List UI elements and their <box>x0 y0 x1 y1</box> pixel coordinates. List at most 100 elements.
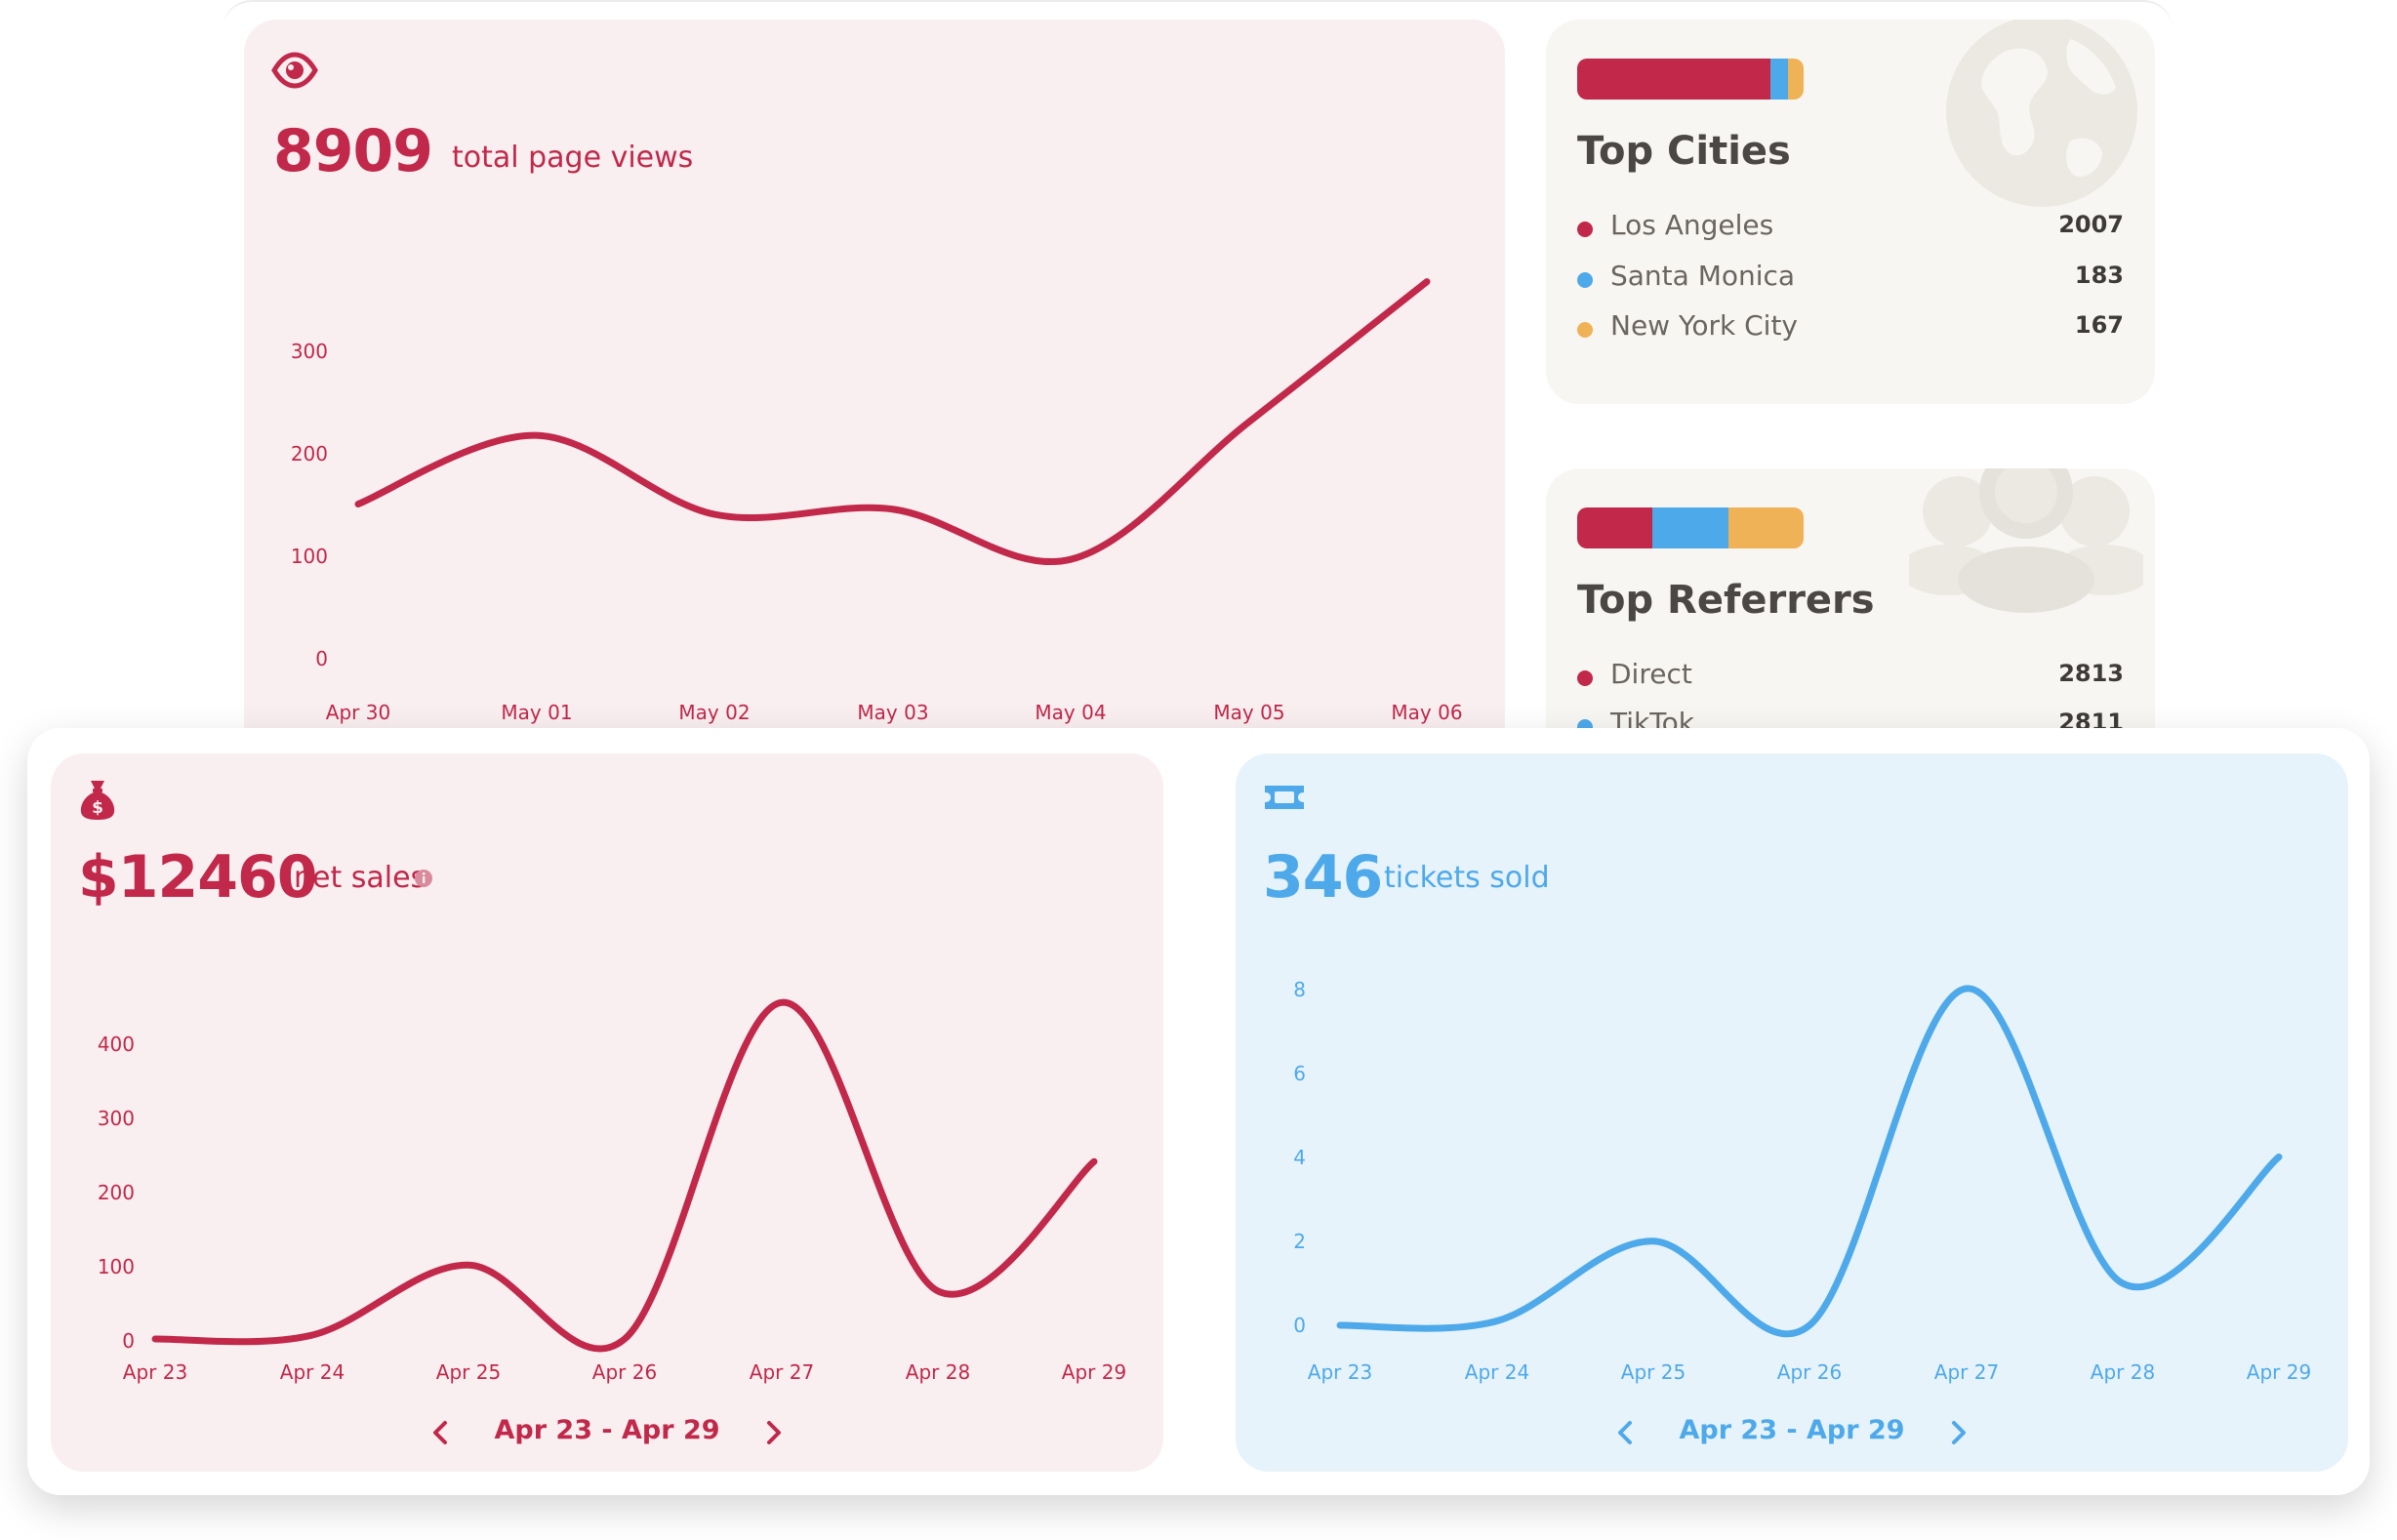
top-referrers-card: Top Referrers Direct 2813 TikTok 2811 <box>1546 468 2155 761</box>
x-tick: Apr 27 <box>749 1360 815 1384</box>
prev-week-button[interactable] <box>422 1413 461 1452</box>
data-point <box>778 999 784 1005</box>
y-tick: 300 <box>97 1107 135 1130</box>
next-week-button[interactable] <box>1938 1413 1977 1452</box>
data-point <box>152 1336 158 1342</box>
x-tick: Apr 26 <box>591 1360 658 1384</box>
net-sales-card: $ $12460 net sales 400 300 200 100 0 Apr… <box>51 753 1163 1472</box>
ticket-icon <box>1263 783 1306 816</box>
tickets-label: tickets sold <box>1384 861 1550 895</box>
list-item[interactable]: Los Angeles 2007 <box>1577 209 2124 248</box>
x-tick: Apr 23 <box>122 1360 188 1384</box>
net-sales-chart <box>151 998 1098 1353</box>
x-tick: May 01 <box>501 701 573 724</box>
share-segment <box>1787 59 1804 100</box>
x-tick: May 03 <box>857 701 929 724</box>
x-tick: Apr 26 <box>1776 1360 1843 1384</box>
data-point <box>2276 1155 2282 1160</box>
page-views-total: 8909 <box>273 117 433 185</box>
data-point <box>466 1262 471 1268</box>
x-tick: Apr 25 <box>435 1360 502 1384</box>
referrer-value: 2813 <box>2058 660 2124 687</box>
tickets-chart <box>1336 985 2283 1338</box>
series-line <box>354 278 1431 566</box>
y-tick: 300 <box>290 340 328 363</box>
share-segment <box>1727 507 1804 548</box>
x-tick: Apr 27 <box>1933 1360 2000 1384</box>
money-bag-icon: $ <box>78 779 117 826</box>
data-point <box>534 432 540 438</box>
data-point <box>1963 986 1969 992</box>
share-segment <box>1577 507 1653 548</box>
x-tick: Apr 29 <box>2246 1360 2312 1384</box>
referrer-name: Direct <box>1610 658 1692 690</box>
series-dot <box>1577 222 1593 237</box>
y-tick: 0 <box>315 647 328 670</box>
top-cities-title: Top Cities <box>1577 129 1791 174</box>
y-tick: 0 <box>1293 1314 1306 1337</box>
globe-icon <box>1944 20 2139 213</box>
net-sales-total: $12460 <box>78 843 317 912</box>
page-views-label: total page views <box>452 141 694 175</box>
date-pager: Apr 23 - Apr 29 <box>1236 1409 2348 1458</box>
list-item[interactable]: Santa Monica 183 <box>1577 260 2124 299</box>
x-tick: Apr 25 <box>1620 1360 1686 1384</box>
data-point <box>711 511 717 517</box>
net-sales-label: net sales <box>294 861 427 895</box>
data-point <box>1807 1322 1812 1328</box>
x-tick: Apr 30 <box>325 701 391 724</box>
users-icon <box>1899 468 2153 623</box>
y-tick: 6 <box>1293 1062 1306 1085</box>
top-referrers-title: Top Referrers <box>1577 578 1875 623</box>
svg-text:$: $ <box>92 798 103 818</box>
cities-share-bar <box>1577 59 1804 100</box>
city-value: 183 <box>2074 262 2124 289</box>
share-segment <box>1652 507 1728 548</box>
x-tick: May 04 <box>1035 701 1107 724</box>
x-tick: Apr 28 <box>905 1360 971 1384</box>
data-point <box>355 502 361 507</box>
y-tick: 4 <box>1293 1146 1306 1169</box>
data-point <box>1091 1158 1097 1164</box>
data-point <box>1246 420 1252 426</box>
city-value: 2007 <box>2058 211 2124 238</box>
series-dot <box>1577 670 1593 686</box>
data-point <box>308 1332 314 1338</box>
city-name: Los Angeles <box>1610 209 1774 241</box>
list-item[interactable]: New York City 167 <box>1577 309 2124 348</box>
next-week-button[interactable] <box>753 1413 792 1452</box>
y-tick: 400 <box>97 1033 135 1056</box>
x-tick: Apr 29 <box>1061 1360 1127 1384</box>
data-point <box>1337 1322 1343 1328</box>
date-range-label: Apr 23 - Apr 29 <box>494 1415 720 1445</box>
data-point <box>1424 279 1430 285</box>
data-point <box>1493 1318 1499 1324</box>
y-tick: 100 <box>97 1255 135 1278</box>
y-tick: 200 <box>290 442 328 466</box>
series-line <box>151 998 1098 1353</box>
share-segment <box>1577 59 1770 100</box>
series-line <box>1336 985 2283 1338</box>
x-tick: Apr 24 <box>1464 1360 1530 1384</box>
y-tick: 0 <box>122 1329 135 1353</box>
x-tick: May 05 <box>1213 701 1285 724</box>
series-dot <box>1577 322 1593 338</box>
data-point <box>1650 1238 1656 1244</box>
page-views-chart <box>354 278 1431 566</box>
x-tick: Apr 23 <box>1307 1360 1373 1384</box>
y-tick: 8 <box>1293 978 1306 1001</box>
list-item[interactable]: Direct 2813 <box>1577 658 2124 697</box>
prev-week-button[interactable] <box>1606 1413 1645 1452</box>
data-point <box>2120 1280 2126 1286</box>
info-icon[interactable] <box>414 869 433 892</box>
date-range-label: Apr 23 - Apr 29 <box>1679 1415 1905 1445</box>
y-tick: 100 <box>290 545 328 568</box>
top-cities-card: Top Cities Los Angeles 2007 Santa Monica… <box>1546 20 2155 404</box>
city-name: New York City <box>1610 309 1798 342</box>
city-name: Santa Monica <box>1610 260 1796 292</box>
y-tick: 200 <box>97 1181 135 1204</box>
data-point <box>622 1336 628 1342</box>
data-point <box>935 1288 941 1294</box>
page-views-card: 8909 total page views 300 200 100 0 Apr … <box>244 20 1505 761</box>
series-dot <box>1577 272 1593 288</box>
